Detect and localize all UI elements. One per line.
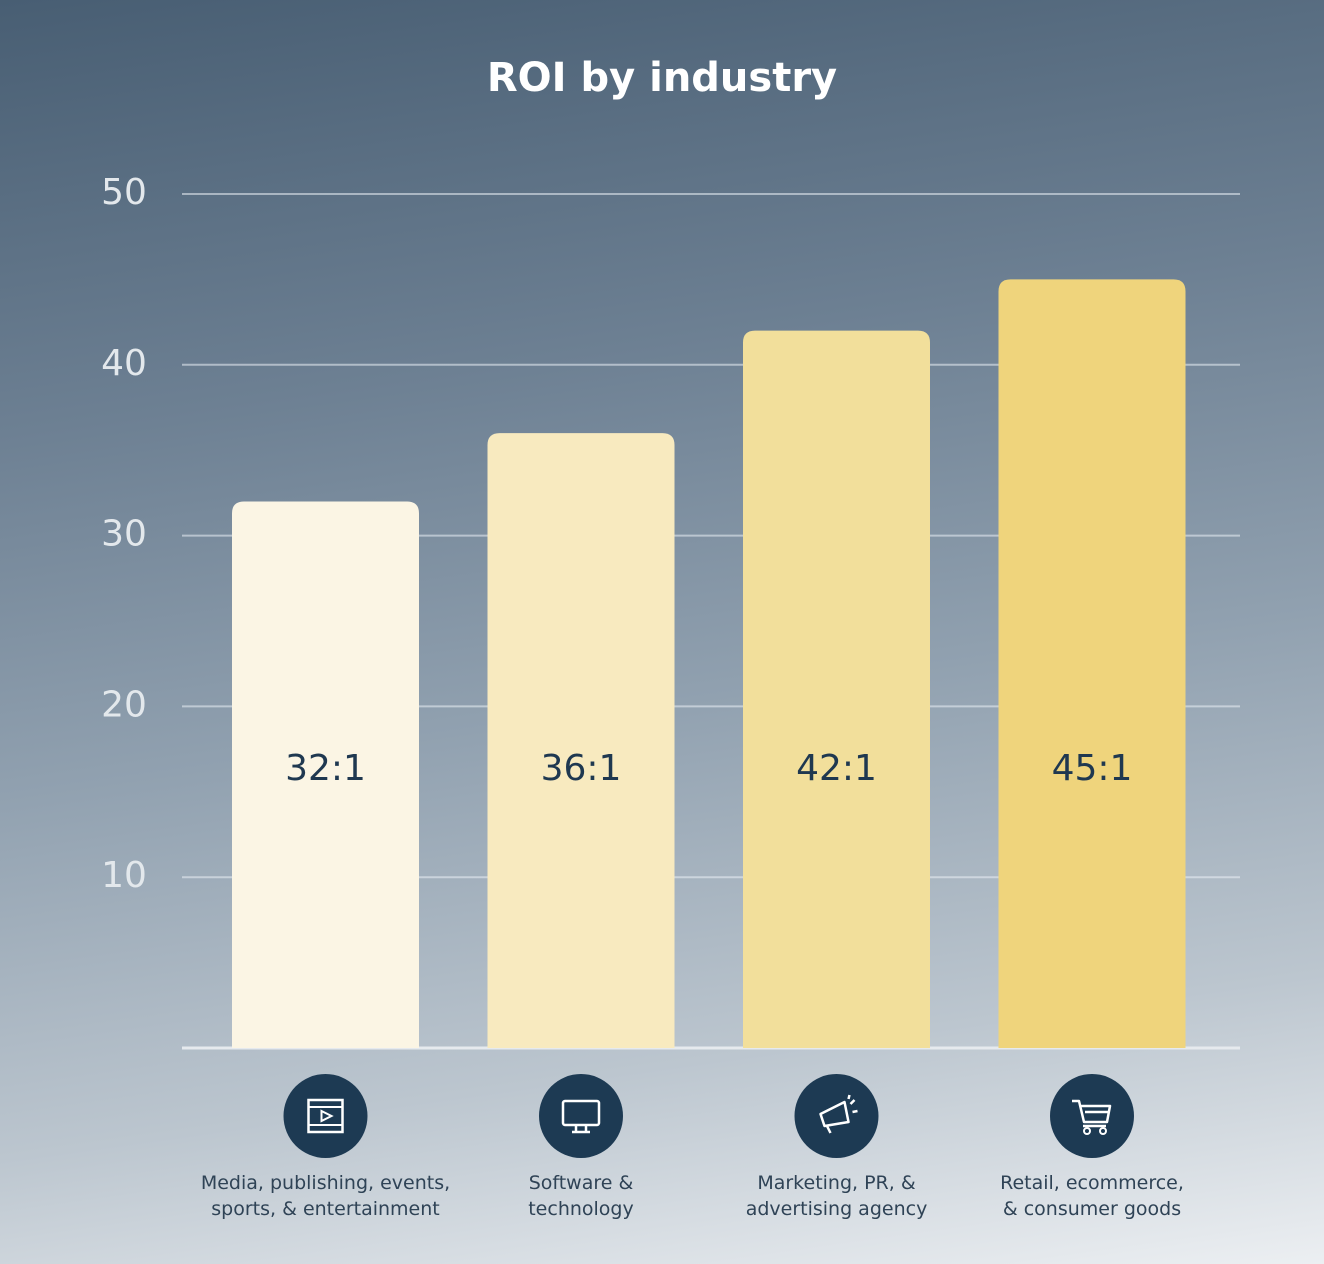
value-label: 42:1	[796, 748, 877, 789]
y-tick-label: 50	[101, 172, 147, 213]
icon	[819, 1094, 858, 1134]
category-icon	[283, 1074, 368, 1158]
icon-part	[572, 1125, 590, 1134]
bar	[487, 433, 675, 1048]
icon	[561, 1099, 601, 1134]
x-tick-label: Software & technology	[528, 1172, 634, 1220]
icon-part	[819, 1094, 858, 1134]
icon-part	[308, 1106, 343, 1126]
icon-part	[1072, 1099, 1112, 1128]
icon-part	[1099, 1127, 1107, 1135]
y-tick-label: 10	[101, 855, 147, 896]
icon-part	[561, 1099, 601, 1127]
bar	[998, 279, 1186, 1048]
value-label: 45:1	[1052, 748, 1133, 789]
value-label: 36:1	[541, 748, 622, 789]
category-icon	[794, 1074, 879, 1158]
icon-part	[1083, 1127, 1091, 1135]
icon-part	[307, 1098, 344, 1134]
chart-title: ROI by industry	[487, 55, 837, 101]
x-tick-label: Marketing, PR, & advertising agency	[745, 1172, 928, 1220]
bar	[743, 330, 930, 1048]
x-tick-label: Media, publishing, events, sports, & ent…	[200, 1172, 451, 1220]
bar	[232, 501, 419, 1048]
category-icon	[539, 1074, 623, 1158]
value-label: 32:1	[285, 748, 366, 789]
y-tick-label: 40	[101, 343, 147, 384]
icon	[307, 1098, 344, 1134]
icon	[1072, 1099, 1112, 1135]
y-tick-label: 30	[101, 514, 147, 555]
y-tick-label: 20	[101, 684, 147, 725]
category-icon	[1050, 1074, 1134, 1158]
x-tick-label: Retail, ecommerce, & consumer goods	[1000, 1172, 1184, 1220]
